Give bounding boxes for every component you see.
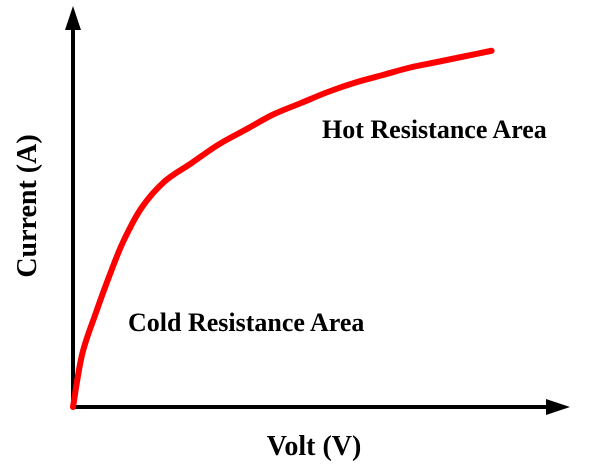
annotation-cold-resistance: Cold Resistance Area [128, 308, 364, 337]
series-line-current [70, 47, 495, 410]
annotation-hot-resistance: Hot Resistance Area [322, 115, 547, 144]
y-axis-arrow-icon [65, 6, 81, 30]
y-axis-label: Current (A) [12, 134, 43, 277]
x-axis-arrow-icon [546, 399, 570, 415]
x-axis-label: Volt (V) [267, 431, 362, 462]
